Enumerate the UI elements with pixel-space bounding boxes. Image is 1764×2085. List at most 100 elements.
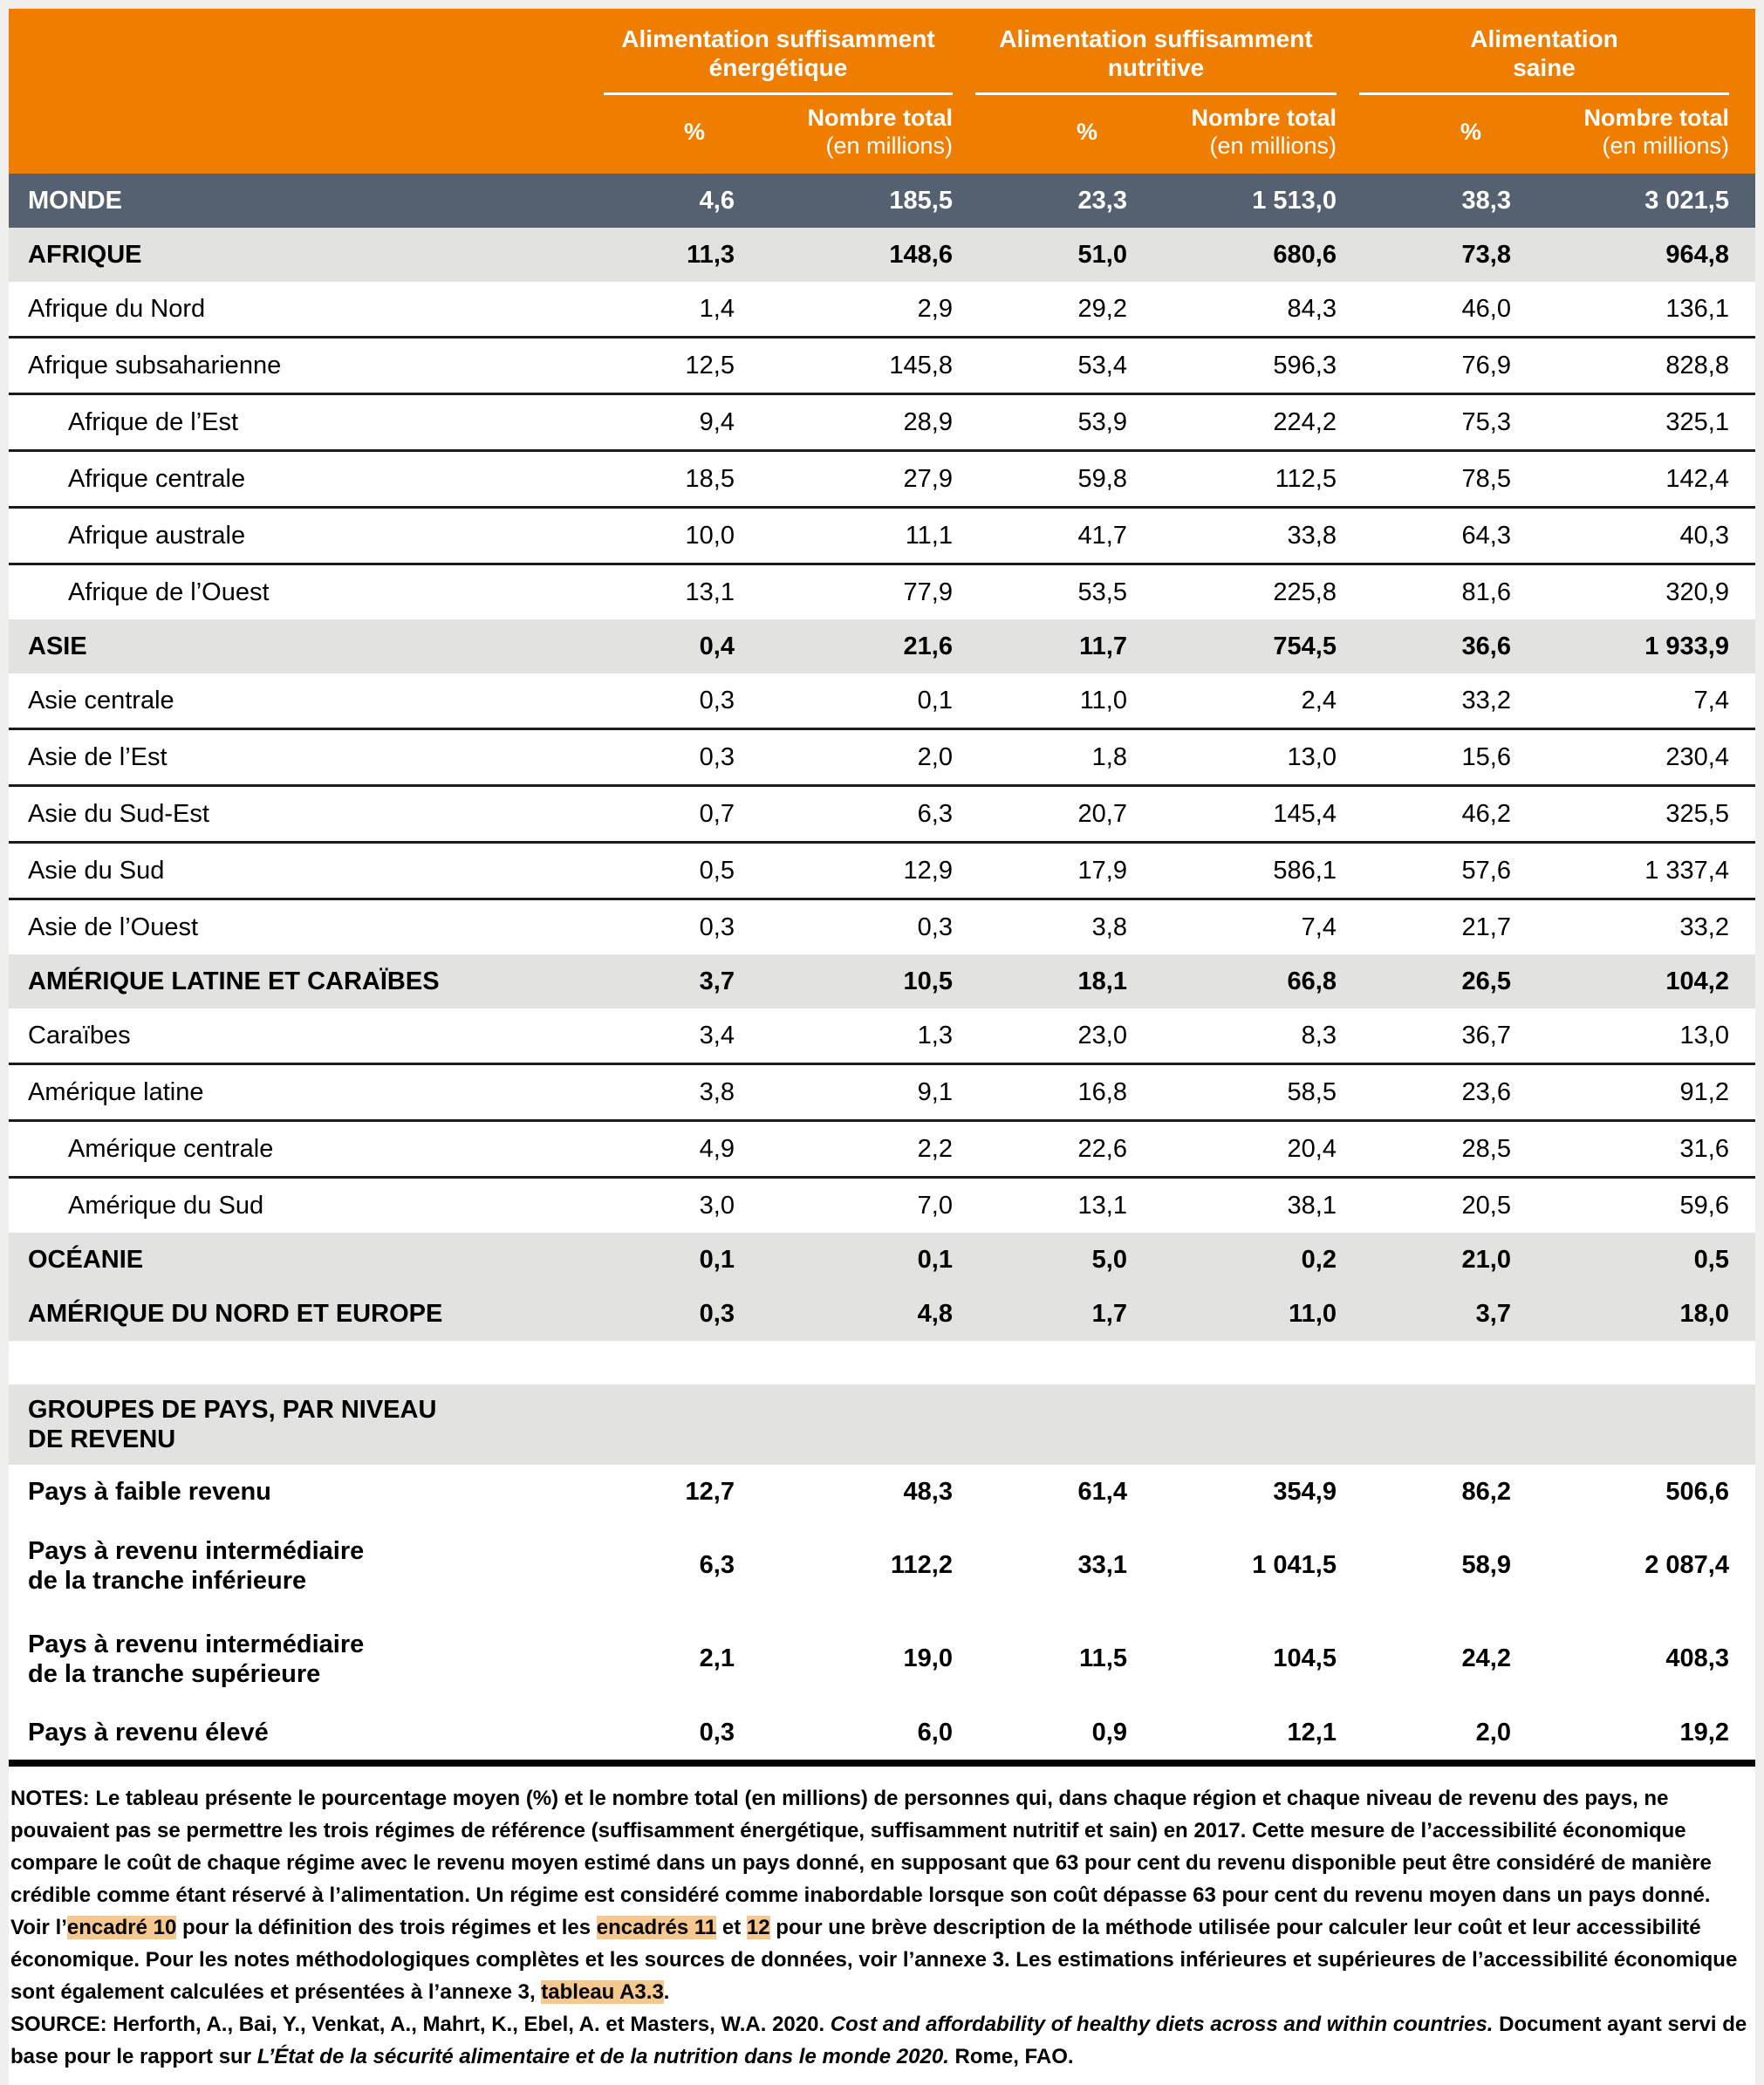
table-row: Afrique subsaharienne 12,5 145,8 53,4 596,3 7… [9, 338, 1755, 395]
cell-percent: 46,0 [1461, 294, 1511, 323]
cell-percent: 0,3 [699, 686, 735, 714]
row-label: Amérique centrale [68, 1135, 274, 1163]
text-segment: pour une brève description de la méthode… [10, 1916, 1738, 2004]
cell-percent: 41,7 [1077, 521, 1127, 550]
cell-percent: 3,8 [1091, 913, 1127, 941]
table-row: Asie centrale 0,3 0,1 11,0 2,4 33,2 7,4 [9, 673, 1755, 730]
cell-total: 0,5 [1693, 1245, 1729, 1274]
cell-percent: 3,0 [699, 1191, 735, 1220]
cell-total: 13,0 [1287, 742, 1337, 771]
cell-total: 91,2 [1679, 1077, 1729, 1106]
cell-percent: 29,2 [1077, 294, 1127, 323]
cell-total: 596,3 [1273, 351, 1337, 379]
cell-percent: 9,4 [699, 407, 735, 436]
cell-total: 7,4 [1301, 913, 1337, 941]
cell-percent: 46,2 [1461, 799, 1511, 828]
table-row: Afrique du Nord 1,4 2,9 29,2 84,3 46,0 136,1 [9, 282, 1755, 338]
cell-percent: 57,6 [1461, 856, 1511, 885]
cell-total: 19,2 [1679, 1718, 1729, 1747]
percent-header: % [1076, 118, 1097, 145]
cell-percent: 21,7 [1461, 913, 1511, 941]
cell-percent: 0,3 [699, 1718, 735, 1747]
cell-total: 84,3 [1287, 294, 1337, 323]
percent-header: % [1460, 118, 1481, 145]
cell-percent: 0,3 [699, 913, 735, 941]
cell-total: 31,6 [1679, 1134, 1729, 1163]
table-row: Caraïbes 3,4 1,3 23,0 8,3 36,7 13,0 [9, 1008, 1755, 1065]
cell-total: 754,5 [1273, 632, 1337, 660]
cell-total: 142,4 [1665, 464, 1729, 493]
sub-header-row: % Nombre total (en millions) % Nombre to… [9, 95, 1755, 174]
table-row: Amérique latine 3,8 9,1 16,8 58,5 23,6 91,2 [9, 1065, 1755, 1122]
row-label: Asie du Sud [28, 857, 165, 885]
cell-total: 7,0 [917, 1191, 953, 1220]
highlighted-reference: encadré 10 [66, 1916, 177, 1939]
cell-percent: 23,0 [1077, 1021, 1127, 1049]
highlighted-reference: 12 [746, 1916, 770, 1939]
cell-total: 18,0 [1679, 1299, 1729, 1328]
cell-total: 145,4 [1273, 799, 1337, 828]
table-row: AMÉRIQUE DU NORD ET EUROPE 0,3 4,8 1,7 11,0 3… [9, 1287, 1755, 1341]
cell-total: 112,2 [891, 1551, 953, 1579]
cell-total: 11,0 [1289, 1299, 1337, 1328]
cell-percent: 53,9 [1077, 407, 1127, 436]
row-label: Pays à revenu élevé [28, 1719, 269, 1747]
row-label: Pays à revenu intermédiaire de la tranch… [28, 1630, 365, 1688]
cell-total: 3 021,5 [1644, 186, 1729, 215]
table-row: Asie de l’Ouest 0,3 0,3 3,8 7,4 21,7 33,2 [9, 900, 1755, 954]
cell-total: 27,9 [903, 464, 953, 493]
row-label: Amérique du Sud [68, 1192, 264, 1220]
cell-percent: 51,0 [1077, 240, 1127, 269]
cell-percent: 16,8 [1077, 1077, 1127, 1106]
cell-percent: 28,5 [1461, 1134, 1511, 1163]
row-label: Asie centrale [28, 687, 174, 714]
cell-percent: 15,6 [1461, 742, 1511, 771]
cell-percent: 13,1 [685, 578, 735, 606]
cell-total: 13,0 [1679, 1021, 1729, 1049]
cell-total: 1,3 [917, 1021, 953, 1049]
report-table: Alimentation suffisamment énergétique Al… [9, 9, 1755, 2085]
cell-total: 104,2 [1665, 967, 1729, 995]
italic-title: Cost and affordability of healthy diets … [830, 2013, 1494, 2036]
cell-percent: 11,3 [687, 240, 735, 269]
cell-percent: 76,9 [1461, 351, 1511, 379]
cell-percent: 3,8 [699, 1077, 735, 1106]
cell-percent: 11,7 [1079, 632, 1127, 660]
row-label: Amérique latine [28, 1078, 204, 1106]
cell-percent: 20,5 [1461, 1191, 1511, 1220]
cell-total: 19,0 [903, 1644, 953, 1672]
cell-total: 325,1 [1665, 407, 1729, 436]
row-label: Pays à revenu intermédiaire de la tranch… [28, 1536, 365, 1595]
cell-total: 112,5 [1275, 464, 1337, 493]
cell-percent: 6,3 [699, 1551, 735, 1579]
row-label: Asie du Sud-Est [28, 800, 209, 828]
total-header: Nombre total (en millions) [1511, 104, 1729, 160]
cell-total: 8,3 [1301, 1021, 1337, 1049]
cell-total: 6,0 [917, 1718, 953, 1747]
row-label: Afrique australe [68, 522, 246, 550]
cell-percent: 11,5 [1079, 1644, 1127, 1672]
cell-total: 0,2 [1301, 1245, 1337, 1274]
cell-percent: 13,1 [1077, 1191, 1127, 1220]
cell-total: 6,3 [917, 799, 953, 828]
text-segment: pour la définition des trois régimes et … [176, 1916, 597, 1939]
row-label: AFRIQUE [28, 241, 142, 269]
cell-percent: 0,1 [699, 1245, 735, 1274]
row-label: Afrique du Nord [28, 295, 206, 323]
row-label: AMÉRIQUE LATINE ET CARAÏBES [28, 967, 440, 995]
cell-percent: 0,4 [699, 632, 735, 660]
table-body: MONDE 4,6 185,5 23,3 1 513,0 38,3 3 021,5 AFRIQ… [9, 174, 1755, 1767]
cell-total: 33,8 [1287, 521, 1337, 550]
cell-percent: 75,3 [1461, 407, 1511, 436]
cell-percent: 22,6 [1077, 1134, 1127, 1163]
cell-total: 230,4 [1665, 742, 1729, 771]
cell-percent: 24,2 [1461, 1644, 1511, 1672]
cell-percent: 64,3 [1461, 521, 1511, 550]
table-row: Afrique australe 10,0 11,1 41,7 33,8 64,3 40,3 [9, 509, 1755, 565]
cell-percent: 26,5 [1461, 967, 1511, 995]
column-group-healthy: Alimentation saine [1359, 24, 1729, 95]
cell-total: 145,8 [889, 351, 953, 379]
cell-total: 1 041,5 [1252, 1551, 1337, 1579]
cell-total: 325,5 [1665, 799, 1729, 828]
cell-percent: 61,4 [1077, 1477, 1127, 1506]
